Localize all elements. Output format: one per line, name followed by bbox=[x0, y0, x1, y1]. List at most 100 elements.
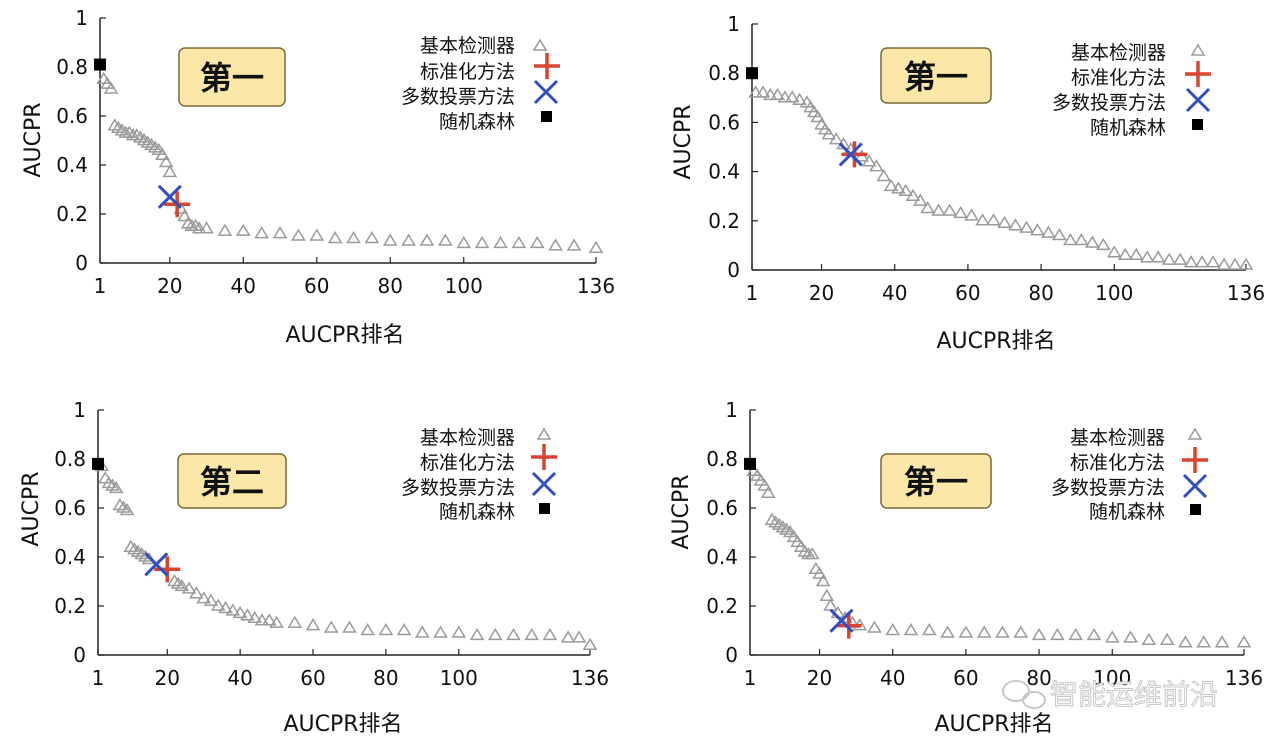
base-detector-point bbox=[1068, 627, 1083, 641]
x-tick-label: 60 bbox=[304, 274, 329, 298]
y-axis-label-3: AUCPR bbox=[19, 471, 44, 546]
majority-vote-point bbox=[829, 608, 854, 633]
chart-panel-3: 0 0.2 0.4 0.6 0.8 1 1 20 40 60 80 100 136 AUCPR AUCP… bbox=[19, 398, 609, 737]
badge-label-1: 第一 bbox=[200, 59, 264, 97]
legend-square-marker-3 bbox=[539, 503, 550, 514]
base-detector-point bbox=[327, 231, 343, 244]
y-axis-label-1: AUCPR bbox=[21, 102, 46, 177]
legend-label-base-1: 基本检测器 bbox=[420, 35, 515, 57]
badge-label-4: 第一 bbox=[904, 463, 968, 501]
base-detector-point bbox=[174, 578, 190, 592]
base-detector-point bbox=[378, 623, 394, 636]
legend-label-base-3: 基本检测器 bbox=[420, 427, 515, 449]
x-tick-label: 136 bbox=[1227, 281, 1265, 305]
base-detector-point bbox=[382, 233, 398, 246]
y-tick-label: 0.2 bbox=[708, 209, 740, 233]
y-axis-label-4: AUCPR bbox=[669, 474, 694, 549]
x-tick-label: 80 bbox=[1028, 281, 1053, 305]
y-tick-label: 0.8 bbox=[706, 447, 738, 471]
x-tick-label: 1 bbox=[746, 281, 759, 305]
base-detector-point bbox=[101, 476, 117, 489]
base-detector-point bbox=[920, 201, 935, 214]
base-detector-point bbox=[812, 566, 827, 579]
base-detector-point bbox=[1161, 252, 1177, 265]
legend-3: 基本检测器 标准化方法 多数投票方法 随机森林 bbox=[401, 427, 557, 523]
random-forest-point bbox=[744, 457, 756, 470]
badge-1: 第一 bbox=[178, 47, 286, 107]
base-detector-point bbox=[469, 627, 485, 641]
x-tick-label: 80 bbox=[373, 666, 398, 690]
badge-label-2: 第一 bbox=[904, 58, 968, 96]
base-detector-point bbox=[1214, 635, 1230, 648]
legend-label-normalize-3: 标准化方法 bbox=[420, 452, 515, 474]
base-detector-point bbox=[105, 478, 120, 491]
base-detector-point bbox=[876, 169, 892, 182]
base-detector-point bbox=[162, 164, 178, 178]
base-detector-point bbox=[1084, 235, 1100, 248]
base-detector-point bbox=[1227, 257, 1243, 270]
base-detector-point bbox=[1141, 632, 1157, 646]
y-tick-label: 0.4 bbox=[706, 545, 738, 569]
base-detector-point bbox=[225, 603, 241, 616]
y-tick-label: 0.8 bbox=[54, 447, 86, 471]
base-detector-point bbox=[456, 235, 472, 249]
base-detector-point bbox=[1183, 255, 1199, 268]
base-detector-point bbox=[905, 188, 921, 201]
badge-box-4 bbox=[880, 453, 992, 509]
base-detector-point bbox=[269, 615, 284, 628]
base-detector-point bbox=[1106, 245, 1122, 258]
base-detector-point bbox=[103, 81, 119, 94]
x-tick-label: 20 bbox=[809, 281, 834, 305]
x-tick-label: 60 bbox=[300, 666, 325, 690]
base-detector-point bbox=[940, 625, 955, 638]
base-detector-point bbox=[560, 630, 576, 643]
x-tick-label: 136 bbox=[577, 274, 615, 298]
chart-panel-4: 0 0.2 0.4 0.6 0.8 1 1 20 40 60 80 100 136 AUCPR AUCP… bbox=[669, 398, 1263, 737]
base-detector-point bbox=[170, 576, 186, 589]
legend-triangle-marker-4 bbox=[1187, 427, 1203, 440]
base-detector-point bbox=[1074, 233, 1089, 246]
y-tick-label: 0.4 bbox=[56, 153, 88, 177]
x-tick-label: 100 bbox=[1095, 281, 1133, 305]
x-tick-label: 100 bbox=[445, 274, 483, 298]
base-detector-point bbox=[964, 208, 979, 221]
legend-triangle-marker-3 bbox=[536, 427, 552, 440]
x-tick-label: 40 bbox=[227, 666, 252, 690]
y-tick-label: 0.6 bbox=[54, 496, 86, 520]
legend-label-base-2: 基本检测器 bbox=[1071, 42, 1166, 64]
legend-2: 基本检测器 标准化方法 多数投票方法 随机森林 bbox=[1052, 42, 1211, 139]
base-detector-point bbox=[1013, 625, 1029, 638]
y-tick-label: 0.2 bbox=[706, 594, 738, 618]
base-detector-point bbox=[1172, 252, 1188, 265]
legend-label-rf-4: 随机森林 bbox=[1089, 501, 1165, 523]
y-tick-label: 0.2 bbox=[54, 594, 86, 618]
legend-label-normalize-2: 标准化方法 bbox=[1071, 67, 1166, 89]
base-detector-point bbox=[360, 623, 376, 636]
random-forest-point bbox=[92, 457, 104, 470]
x-axis-label-4: AUCPR排名 bbox=[934, 712, 1053, 737]
base-detector-point bbox=[823, 598, 838, 611]
y-axis-label-2: AUCPR bbox=[671, 104, 696, 179]
base-detector-point bbox=[777, 90, 793, 103]
majority-vote-point bbox=[838, 142, 863, 167]
base-detector-point bbox=[474, 235, 490, 249]
badge-box-3 bbox=[177, 453, 287, 509]
x-tick-label: 100 bbox=[440, 666, 478, 690]
base-detector-point bbox=[309, 228, 325, 241]
base-detector-point bbox=[1041, 225, 1056, 238]
base-detector-point bbox=[997, 215, 1012, 229]
base-detector-point bbox=[401, 233, 416, 246]
base-detector-point bbox=[487, 627, 503, 641]
base-detector-point bbox=[891, 181, 906, 194]
legend-label-vote-3: 多数投票方法 bbox=[401, 477, 515, 499]
base-detector-point bbox=[953, 205, 968, 219]
base-detector-point bbox=[218, 600, 233, 614]
legend-plus-marker-4 bbox=[1182, 447, 1208, 473]
base-detector-point bbox=[760, 485, 776, 499]
base-detector-point bbox=[903, 623, 919, 636]
base-detector-point bbox=[438, 233, 453, 246]
base-detector-point bbox=[1236, 635, 1252, 648]
base-detector-point bbox=[1238, 257, 1254, 270]
x-tick-label: 1 bbox=[744, 666, 757, 690]
